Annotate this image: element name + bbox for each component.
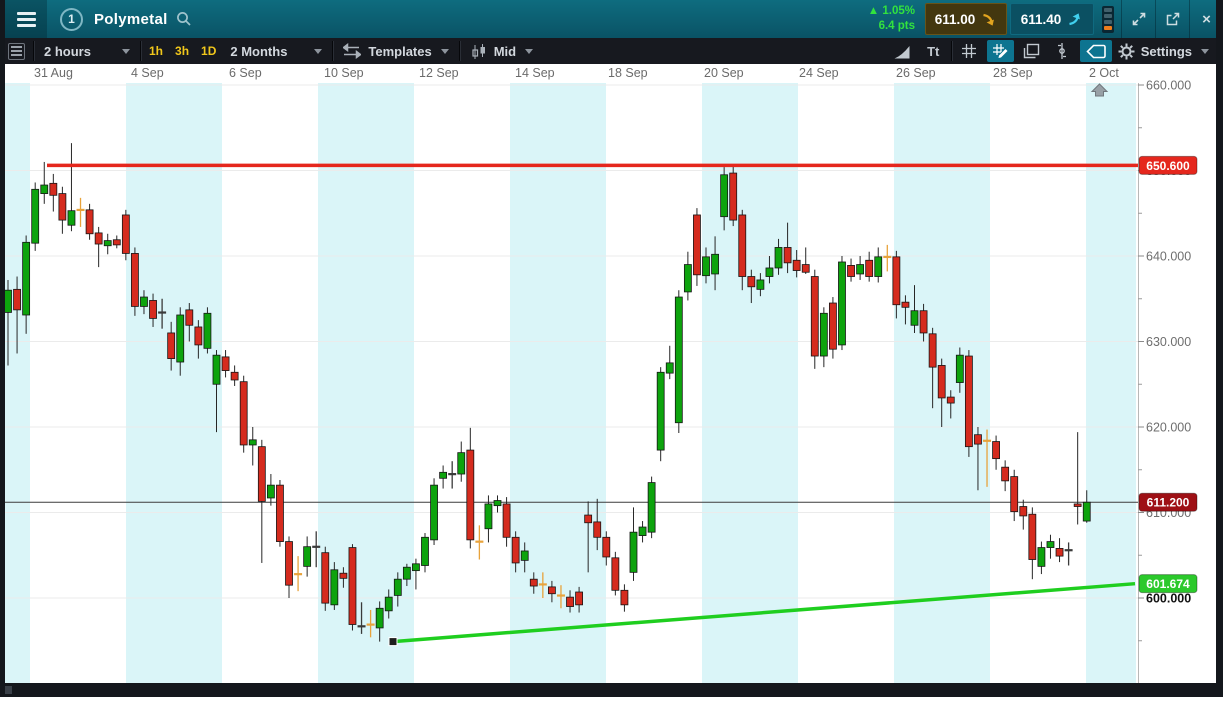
price-label: 600.000 bbox=[1146, 592, 1191, 606]
templates-icon bbox=[343, 43, 362, 59]
chart-canvas[interactable]: 31 Aug 4 Sep 6 Sep 10 Sep 12 Sep 14 Sep 18 Sep… bbox=[0, 64, 1223, 697]
svg-text:611.200: 611.200 bbox=[1147, 496, 1190, 510]
change-percent: 1.05% bbox=[882, 5, 915, 18]
price-label: 630.000 bbox=[1146, 335, 1191, 349]
header-bar: 1 Polymetal ▲ 1.05% 6.4 pts 611.00 611.4… bbox=[0, 0, 1223, 38]
chevron-down-icon bbox=[122, 49, 130, 58]
period-dropdown[interactable]: 2 hours bbox=[36, 38, 138, 64]
search-icon[interactable] bbox=[176, 11, 192, 27]
date-axis: 31 Aug 4 Sep 6 Sep 10 Sep 12 Sep 14 Sep 18 Sep… bbox=[34, 66, 1119, 80]
account-number-icon[interactable]: 1 bbox=[60, 7, 83, 31]
price-measure-button[interactable] bbox=[1049, 40, 1076, 62]
change-points: 6.4 pts bbox=[878, 20, 915, 32]
draw-grid-pencil-icon bbox=[992, 44, 1008, 58]
trend-line[interactable] bbox=[392, 581, 1136, 644]
cursor-tag-icon bbox=[1086, 44, 1106, 58]
date-label: 14 Sep bbox=[515, 66, 555, 80]
text-tool-icon: Tt bbox=[927, 43, 940, 59]
range-dropdown-label: 2 Months bbox=[230, 43, 288, 59]
date-label: 26 Sep bbox=[896, 66, 936, 80]
price-label: 660.000 bbox=[1146, 79, 1191, 93]
chart-toolbar: 2 hours 1h 3h 1D 2 Months Templates Mid … bbox=[0, 38, 1223, 64]
buy-price-button[interactable]: 611.40 bbox=[1010, 3, 1094, 35]
date-label: 24 Sep bbox=[799, 66, 839, 80]
expand-button[interactable] bbox=[1121, 0, 1155, 38]
date-label: 31 Aug bbox=[34, 66, 73, 80]
quick-period-1h[interactable]: 1h bbox=[149, 44, 164, 58]
svg-text:601.674: 601.674 bbox=[1146, 577, 1190, 591]
gridlines-button[interactable] bbox=[956, 40, 983, 62]
change-up-arrow-icon: ▲ bbox=[867, 5, 880, 18]
chevron-down-icon bbox=[314, 49, 323, 58]
date-label: 12 Sep bbox=[419, 66, 459, 80]
close-button[interactable]: × bbox=[1189, 0, 1223, 38]
chevron-down-icon bbox=[1201, 49, 1209, 58]
pointer-tool-button[interactable] bbox=[1079, 40, 1112, 62]
quick-period-1d[interactable]: 1D bbox=[201, 44, 217, 58]
bottom-scrollbar[interactable] bbox=[0, 683, 1223, 697]
price-change-block: ▲ 1.05% 6.4 pts bbox=[868, 4, 915, 34]
date-label: 4 Sep bbox=[131, 66, 164, 80]
close-icon: × bbox=[1202, 10, 1211, 28]
left-edge-strip bbox=[0, 0, 5, 697]
range-dropdown[interactable]: 2 Months bbox=[222, 38, 330, 64]
trend-chart-type-button[interactable] bbox=[889, 40, 916, 62]
settings-dropdown[interactable]: Settings bbox=[1118, 43, 1209, 60]
date-label: 28 Sep bbox=[993, 66, 1033, 80]
right-edge-strip bbox=[1216, 0, 1223, 697]
settings-label: Settings bbox=[1140, 43, 1192, 59]
scroll-to-latest-marker[interactable] bbox=[1090, 83, 1109, 97]
current-price-badge: 611.200 bbox=[1138, 492, 1198, 512]
price-axis[interactable]: 660.000650.000640.000630.000620.000610.0… bbox=[1138, 79, 1191, 684]
text-annotation-button[interactable]: Tt bbox=[920, 40, 947, 62]
hamburger-icon bbox=[16, 9, 36, 30]
sell-price: 611.00 bbox=[934, 11, 976, 27]
layers-icon bbox=[1023, 43, 1039, 59]
templates-label: Templates bbox=[368, 43, 432, 59]
chevron-down-icon bbox=[440, 49, 449, 58]
period-dropdown-label: 2 hours bbox=[44, 43, 91, 59]
date-label: 2 Oct bbox=[1089, 66, 1119, 80]
instrument-title: Polymetal bbox=[94, 10, 168, 28]
grid-icon bbox=[962, 44, 977, 58]
svg-text:650.600: 650.600 bbox=[1146, 159, 1190, 173]
area-chart-icon bbox=[894, 45, 910, 58]
expand-icon bbox=[1132, 12, 1145, 26]
popout-icon bbox=[1166, 12, 1179, 26]
price-label: 640.000 bbox=[1146, 250, 1191, 264]
watchlist-icon[interactable] bbox=[8, 42, 25, 60]
quick-period-3h[interactable]: 3h bbox=[175, 44, 190, 58]
buy-price: 611.40 bbox=[1020, 11, 1062, 27]
date-label: 6 Sep bbox=[229, 66, 262, 80]
price-up-arrow-icon bbox=[1069, 12, 1081, 25]
drawing-tools-button[interactable] bbox=[986, 40, 1014, 62]
gear-icon bbox=[1118, 43, 1135, 59]
sell-price-button[interactable]: 611.00 bbox=[925, 3, 1007, 35]
price-label: 620.000 bbox=[1146, 421, 1191, 435]
chevron-down-icon bbox=[525, 49, 534, 58]
date-label: 18 Sep bbox=[608, 66, 648, 80]
popout-button[interactable] bbox=[1155, 0, 1189, 38]
candles bbox=[4, 143, 1091, 642]
trend-line-handle[interactable] bbox=[388, 637, 398, 647]
measure-line-icon bbox=[1058, 43, 1067, 59]
templates-dropdown[interactable]: Templates bbox=[335, 38, 456, 64]
candlestick-icon bbox=[472, 43, 485, 59]
price-type-dropdown[interactable]: Mid bbox=[462, 38, 541, 64]
trendline-price-badge: 601.674 bbox=[1138, 574, 1198, 594]
price-down-arrow-icon bbox=[983, 13, 995, 26]
hamburger-menu-button[interactable] bbox=[5, 0, 47, 38]
chart-area[interactable]: 31 Aug 4 Sep 6 Sep 10 Sep 12 Sep 14 Sep 18 Sep… bbox=[0, 64, 1223, 702]
market-depth-icon[interactable] bbox=[1102, 5, 1114, 33]
layers-button[interactable] bbox=[1018, 40, 1045, 62]
resistance-price-badge: 650.600 bbox=[1138, 155, 1198, 175]
date-label: 20 Sep bbox=[704, 66, 744, 80]
price-type-label: Mid bbox=[493, 43, 517, 59]
scrollbar-nub[interactable] bbox=[5, 686, 12, 694]
date-label: 10 Sep bbox=[324, 66, 364, 80]
